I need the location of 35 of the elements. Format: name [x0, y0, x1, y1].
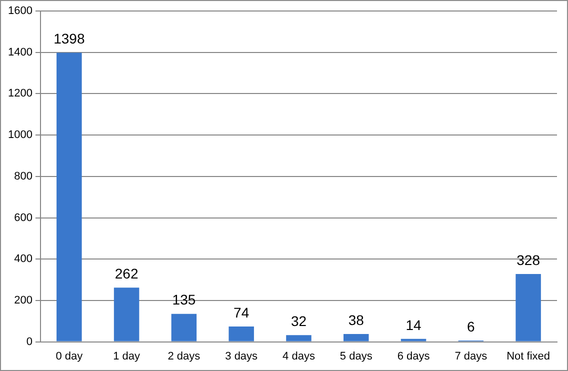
- y-tick-label: 0: [26, 336, 32, 348]
- x-tick-label: 0 day: [56, 350, 84, 362]
- bar: [114, 288, 140, 342]
- y-tick-label: 1200: [8, 88, 32, 100]
- y-tick-label: 400: [14, 253, 32, 266]
- bar: [516, 274, 541, 342]
- data-label: 74: [234, 304, 250, 320]
- bar: [400, 338, 426, 342]
- x-tick-label: 3 days: [225, 350, 258, 362]
- data-label: 38: [348, 312, 364, 328]
- y-tick-label: 1600: [8, 5, 32, 18]
- bar: [286, 335, 312, 342]
- x-tick-label: Not fixed: [506, 350, 550, 362]
- bar: [228, 326, 254, 342]
- data-label: 1398: [54, 30, 85, 47]
- y-tick-label: 600: [14, 212, 32, 224]
- data-label: 328: [516, 252, 540, 268]
- y-tick-label: 1400: [8, 46, 32, 58]
- y-tick-label: 1000: [8, 129, 32, 142]
- y-tick-label: 200: [14, 294, 32, 306]
- x-tick-label: 7 days: [454, 350, 488, 362]
- bar: [171, 314, 197, 342]
- data-label: 32: [290, 313, 307, 330]
- bar: [56, 52, 82, 342]
- x-tick-label: 4 days: [282, 350, 316, 362]
- x-tick-label: 6 days: [397, 350, 430, 362]
- data-label: 14: [406, 316, 422, 333]
- x-tick-label: 5 days: [340, 350, 373, 362]
- x-tick-label: 1 day: [113, 350, 141, 362]
- data-label: 6: [467, 318, 476, 334]
- data-label: 135: [172, 292, 196, 308]
- x-tick-label: 2 days: [168, 350, 201, 362]
- bar: [344, 334, 369, 342]
- data-label: 262: [114, 265, 138, 282]
- y-tick-label: 800: [14, 170, 32, 182]
